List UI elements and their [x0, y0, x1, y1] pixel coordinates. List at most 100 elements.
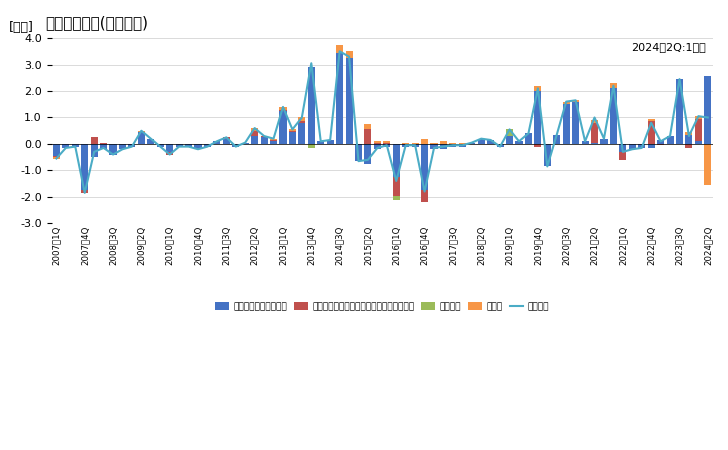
Bar: [430, 144, 438, 149]
Bar: [582, 141, 589, 144]
Bar: [704, 144, 711, 185]
Bar: [270, 140, 277, 141]
Bar: [346, 51, 352, 58]
Bar: [620, 152, 626, 160]
Bar: [459, 144, 466, 147]
Bar: [685, 132, 692, 135]
Bar: [280, 111, 287, 144]
Bar: [496, 144, 504, 147]
Bar: [138, 130, 145, 132]
Bar: [204, 144, 211, 147]
Bar: [383, 141, 390, 143]
Bar: [695, 116, 702, 119]
Bar: [317, 141, 324, 144]
Bar: [657, 144, 664, 145]
Bar: [392, 196, 400, 199]
Bar: [648, 144, 654, 148]
Bar: [138, 132, 145, 144]
Bar: [365, 124, 371, 130]
Bar: [365, 130, 371, 144]
Bar: [478, 139, 485, 144]
Bar: [534, 86, 542, 91]
Bar: [572, 100, 579, 102]
Bar: [270, 141, 277, 144]
Bar: [157, 144, 164, 147]
Bar: [392, 144, 400, 177]
Bar: [620, 144, 626, 152]
Bar: [638, 144, 645, 148]
Bar: [166, 152, 173, 154]
Bar: [468, 143, 475, 144]
Bar: [280, 107, 287, 109]
Bar: [194, 144, 202, 149]
Bar: [82, 190, 88, 193]
Bar: [185, 144, 192, 147]
Bar: [298, 123, 305, 144]
Bar: [629, 144, 636, 149]
Bar: [544, 144, 551, 166]
Bar: [90, 137, 98, 144]
Bar: [392, 177, 400, 196]
Bar: [695, 119, 702, 141]
Bar: [648, 119, 654, 122]
Bar: [82, 144, 88, 190]
Bar: [430, 143, 438, 144]
Bar: [53, 144, 60, 156]
Bar: [251, 136, 258, 144]
Bar: [53, 157, 60, 158]
Bar: [251, 130, 258, 136]
Bar: [685, 135, 692, 144]
Bar: [280, 109, 287, 111]
Bar: [374, 144, 381, 149]
Bar: [355, 144, 362, 161]
Bar: [242, 143, 249, 144]
Text: 金融負債増減(時価変動): 金融負債増減(時価変動): [45, 15, 148, 30]
Bar: [515, 141, 523, 144]
Bar: [346, 58, 352, 144]
Bar: [421, 139, 428, 144]
Bar: [440, 141, 447, 144]
Legend: 保険・年金・定型保証, 金融派生商品・雇用者ストックオプション, 債務証券, その他, 時価変動: 保険・年金・定型保証, 金融派生商品・雇用者ストックオプション, 債務証券, そ…: [211, 299, 553, 315]
Bar: [270, 139, 277, 140]
Bar: [365, 144, 371, 164]
Bar: [411, 143, 419, 144]
Bar: [610, 88, 617, 144]
Bar: [601, 139, 607, 144]
Text: [兆円]: [兆円]: [9, 22, 33, 34]
Bar: [374, 143, 381, 144]
Bar: [147, 139, 154, 144]
Bar: [63, 144, 69, 148]
Bar: [411, 144, 419, 147]
Bar: [421, 144, 428, 190]
Bar: [383, 144, 390, 147]
Bar: [449, 143, 456, 144]
Bar: [336, 45, 343, 53]
Bar: [298, 122, 305, 123]
Bar: [223, 137, 230, 139]
Bar: [487, 140, 494, 144]
Bar: [610, 83, 617, 88]
Bar: [119, 144, 126, 149]
Bar: [166, 144, 173, 152]
Bar: [336, 53, 343, 144]
Bar: [402, 144, 409, 147]
Bar: [676, 79, 683, 144]
Bar: [327, 140, 333, 144]
Bar: [685, 144, 692, 148]
Bar: [657, 140, 664, 144]
Bar: [100, 143, 107, 144]
Bar: [704, 76, 711, 144]
Bar: [232, 144, 240, 147]
Bar: [563, 102, 570, 104]
Bar: [289, 130, 296, 132]
Bar: [506, 136, 513, 144]
Bar: [213, 141, 221, 144]
Bar: [667, 136, 673, 144]
Bar: [648, 122, 654, 144]
Bar: [402, 143, 409, 144]
Bar: [90, 144, 98, 157]
Bar: [251, 128, 258, 130]
Bar: [100, 144, 107, 149]
Bar: [72, 144, 79, 147]
Bar: [261, 136, 268, 137]
